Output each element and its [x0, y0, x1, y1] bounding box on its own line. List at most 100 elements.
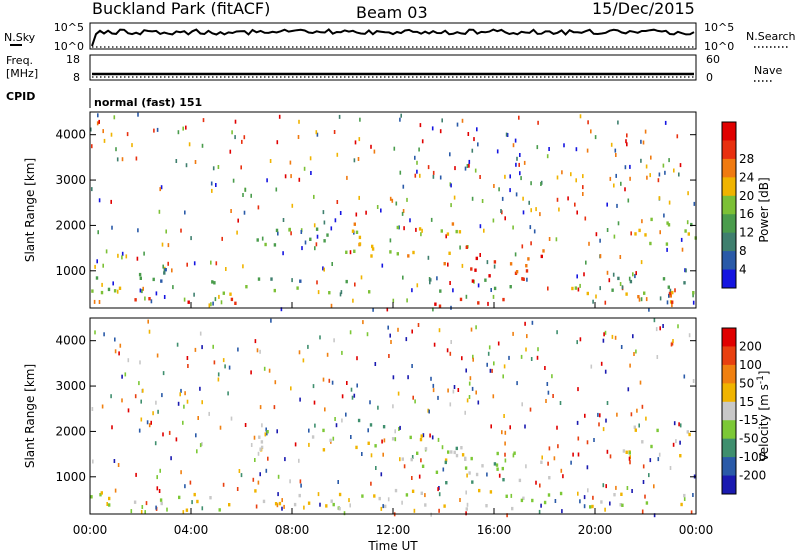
- power-noise-point: [360, 275, 363, 280]
- velocity-colorbar-tick: 50: [739, 376, 754, 390]
- power-region-5-point: [440, 229, 443, 233]
- velocity-region-0-point: [683, 493, 686, 498]
- x-tick-label: 20:00: [578, 523, 613, 537]
- velocity-region-3-point: [502, 478, 505, 482]
- velocity-noise-point: [201, 345, 203, 350]
- power-region-4-point: [288, 228, 291, 232]
- power-noise-point: [242, 193, 244, 197]
- velocity-region-2-point: [424, 447, 428, 451]
- power-noise-point: [421, 228, 423, 233]
- velocity-noise-point: [281, 506, 283, 511]
- power-noise-point: [333, 130, 336, 134]
- velocity-noise-point: [370, 481, 372, 486]
- power-noise-point: [277, 231, 279, 236]
- velocity-noise-point: [273, 405, 276, 410]
- velocity-noise-point: [314, 423, 316, 428]
- velocity-noise-point: [383, 438, 386, 443]
- velocity-noise-point: [414, 399, 416, 404]
- power-noise-point: [526, 277, 528, 282]
- velocity-noise-point: [536, 355, 539, 360]
- power-noise-point: [135, 156, 138, 161]
- power-noise-point: [402, 209, 405, 213]
- velocity-noise-point: [471, 386, 474, 391]
- velocity-noise-point: [427, 408, 429, 413]
- x-tick-label: 12:00: [376, 523, 411, 537]
- power-noise-point: [415, 227, 417, 232]
- velocity-noise-point: [554, 499, 557, 503]
- power-region-2-point: [629, 279, 633, 284]
- velocity-noise-point: [189, 480, 192, 485]
- power-noise-point: [159, 187, 161, 192]
- velocity-noise-point: [334, 417, 336, 421]
- velocity-region-0-point: [338, 507, 341, 511]
- velocity-noise-point: [560, 468, 563, 473]
- power-noise-point: [301, 246, 303, 251]
- velocity-region-3-point: [475, 472, 479, 477]
- power-noise-point: [381, 263, 384, 268]
- velocity-noise-point: [606, 401, 609, 405]
- power-colorbar-segment: [722, 158, 736, 178]
- power-region-1-point: [245, 285, 248, 289]
- power-noise-point: [339, 292, 342, 297]
- velocity-noise-point: [319, 502, 321, 507]
- power-noise-point: [464, 166, 467, 171]
- velocity-noise-point: [562, 474, 564, 479]
- velocity-region-5-point: [625, 450, 628, 454]
- power-region-4-point: [315, 227, 319, 231]
- velocity-region-3-point: [501, 466, 504, 471]
- power-noise-point: [234, 135, 236, 140]
- power-noise-point: [616, 203, 618, 208]
- velocity-noise-point: [470, 327, 473, 332]
- power-noise-point: [240, 165, 242, 170]
- velocity-noise-point: [504, 458, 507, 463]
- power-noise-point: [419, 123, 422, 128]
- velocity-noise-point: [551, 374, 553, 379]
- power-noise-point: [165, 229, 167, 234]
- power-noise-point: [211, 188, 213, 193]
- velocity-noise-point: [561, 509, 563, 514]
- velocity-noise-point: [114, 349, 117, 354]
- power-noise-point: [316, 280, 318, 285]
- power-noise-point: [582, 185, 584, 190]
- power-region-5-point: [451, 222, 455, 226]
- velocity-region-0-point: [108, 503, 111, 507]
- velocity-noise-point: [592, 495, 594, 500]
- velocity-region-3-point: [444, 460, 447, 465]
- power-noise-point: [522, 210, 525, 215]
- velocity-region-1-point: [311, 435, 315, 439]
- velocity-noise-point: [537, 347, 539, 352]
- power-noise-point: [416, 283, 419, 288]
- velocity-noise-point: [283, 504, 285, 509]
- power-region-5-point: [448, 251, 451, 255]
- power-region-6-point: [475, 256, 478, 261]
- velocity-noise-point: [319, 335, 321, 340]
- velocity-noise-point: [545, 399, 547, 403]
- velocity-noise-point: [381, 439, 383, 444]
- velocity-colorbar-label-main: Velocity [m s: [757, 384, 771, 461]
- power-noise-point: [403, 226, 405, 231]
- velocity-noise-point: [475, 390, 477, 395]
- velocity-noise-point: [599, 413, 601, 418]
- power-region-6-point: [515, 270, 519, 274]
- velocity-noise-point: [394, 429, 396, 434]
- velocity-noise-point: [644, 494, 646, 499]
- velocity-noise-point: [256, 348, 259, 353]
- velocity-noise-point: [255, 504, 258, 509]
- power-region-8-point: [667, 223, 671, 227]
- velocity-noise-point: [438, 486, 440, 490]
- velocity-noise-point: [417, 323, 420, 327]
- power-region-6-point: [540, 254, 543, 259]
- velocity-region-0-point: [278, 501, 282, 506]
- power-noise-point: [376, 205, 379, 209]
- power-noise-point: [674, 288, 676, 293]
- velocity-noise-point: [101, 404, 104, 409]
- velocity-noise-point: [240, 473, 243, 478]
- velocity-noise-point: [438, 328, 441, 333]
- power-noise-point: [163, 268, 166, 273]
- velocity-noise-point: [375, 466, 377, 470]
- power-noise-point: [516, 156, 518, 161]
- velocity-region-0-point: [108, 496, 111, 501]
- power-noise-point: [640, 297, 643, 302]
- power-noise-point: [98, 300, 101, 304]
- velocity-noise-point: [441, 445, 444, 450]
